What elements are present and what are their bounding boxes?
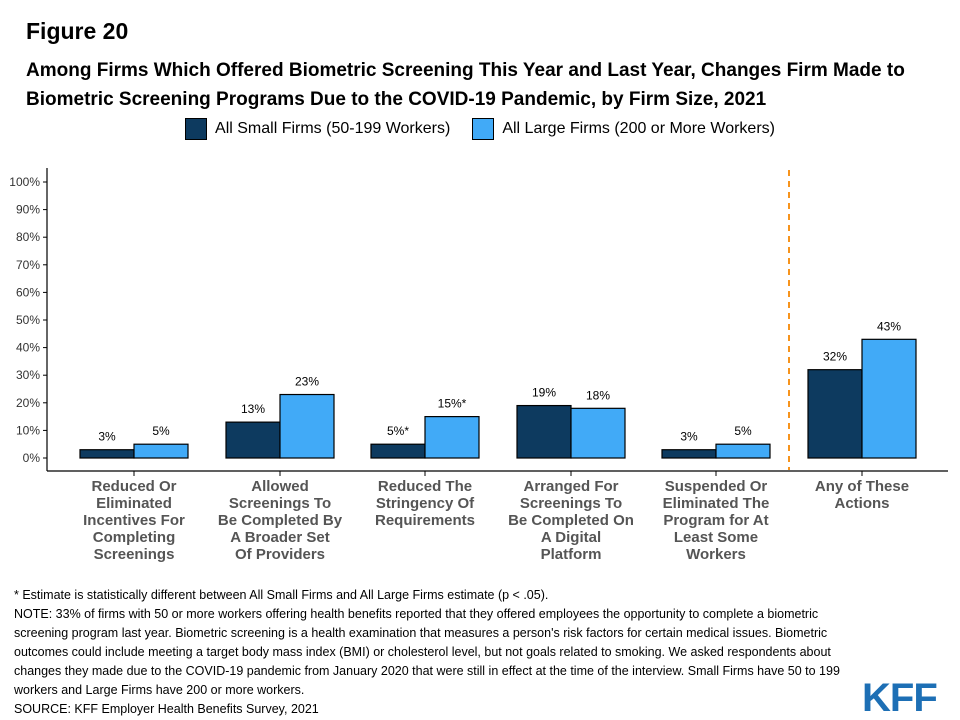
bar-large-firms [279,393,335,459]
category-label: Screenings To [520,495,622,512]
bar-large-firms [715,443,771,459]
data-label: 5% [734,424,752,438]
category-label: Requirements [375,512,475,529]
y-tick-label: 30% [16,368,40,382]
legend: All Small Firms (50-199 Workers) All Lar… [0,118,960,140]
bar-small-firms [516,404,572,459]
bar-small-firms [661,449,717,459]
category-label: Screenings To [229,495,331,512]
category-label: Program for At [663,512,768,529]
category-label: Screenings [94,546,175,563]
y-tick-label: 100% [9,175,40,189]
legend-item-small-firms: All Small Firms (50-199 Workers) [185,118,450,140]
legend-item-large-firms: All Large Firms (200 or More Workers) [472,118,775,140]
data-label: 32% [823,350,847,364]
category-label: Reduced Or [91,478,176,495]
footnotes: * Estimate is statistically different be… [14,586,874,719]
data-label: 3% [680,430,698,444]
y-tick-label: 90% [16,203,40,217]
chart-title: Among Firms Which Offered Biometric Scre… [26,60,905,110]
y-tick-label: 60% [16,285,40,299]
category-label: Any of These [815,478,909,495]
bar-large-firms [570,407,626,459]
category-label: Eliminated The [663,495,770,512]
y-tick-label: 10% [16,423,40,437]
y-tick-label: 0% [23,451,41,465]
category-label: Reduced The [378,478,472,495]
data-label: 19% [532,386,556,400]
data-label: 15%* [438,397,467,411]
category-label: Allowed [251,478,309,495]
bar-small-firms [79,449,135,459]
y-tick-label: 50% [16,313,40,327]
category-label: Incentives For [83,512,185,529]
category-label: Least Some [674,529,758,546]
category-label: Completing [93,529,176,546]
category-label: A Broader Set [230,529,329,546]
category-label: Of Providers [235,546,325,563]
legend-label-large-firms: All Large Firms (200 or More Workers) [502,120,775,137]
data-label: 5%* [387,424,409,438]
category-label: Stringency Of [376,495,475,512]
category-label: Eliminated [96,495,172,512]
footnote-note: NOTE: 33% of firms with 50 or more worke… [14,607,840,697]
bar-chart: 0% 10% 20% 30% 40% 50% 60% 70% 80% 90% 100% 3% 5% Red… [9,168,948,563]
bar-large-firms [861,338,917,459]
data-label: 13% [241,402,265,416]
category-label: Platform [541,546,602,563]
y-tick-label: 80% [16,230,40,244]
data-label: 43% [877,319,901,333]
category-label: Be Completed On [508,512,634,529]
footnote-significance: * Estimate is statistically different be… [14,588,549,602]
bar-large-firms [133,443,189,459]
y-tick-label: 40% [16,341,40,355]
data-label: 3% [98,430,116,444]
legend-swatch-small-firms [185,118,208,140]
bar-large-firms [424,416,480,459]
data-label: 23% [295,375,319,389]
category-label: Arranged For [523,478,618,495]
y-tick-label: 70% [16,258,40,272]
category-label: Be Completed By [218,512,343,529]
data-label: 18% [586,388,610,402]
kff-logo: KFF [862,676,938,720]
bar-small-firms [225,421,281,459]
figure-label: Figure 20 [26,18,129,44]
bar-small-firms [370,443,426,459]
category-label: Workers [686,546,746,563]
legend-label-small-firms: All Small Firms (50-199 Workers) [215,120,451,137]
legend-swatch-large-firms [472,118,495,140]
bar-small-firms [807,369,863,459]
category-label: Suspended Or [665,478,768,495]
data-label: 5% [152,424,170,438]
category-label: Actions [834,495,889,512]
y-tick-label: 20% [16,396,40,410]
category-label: A Digital [541,529,601,546]
footnote-source: SOURCE: KFF Employer Health Benefits Sur… [14,702,319,716]
